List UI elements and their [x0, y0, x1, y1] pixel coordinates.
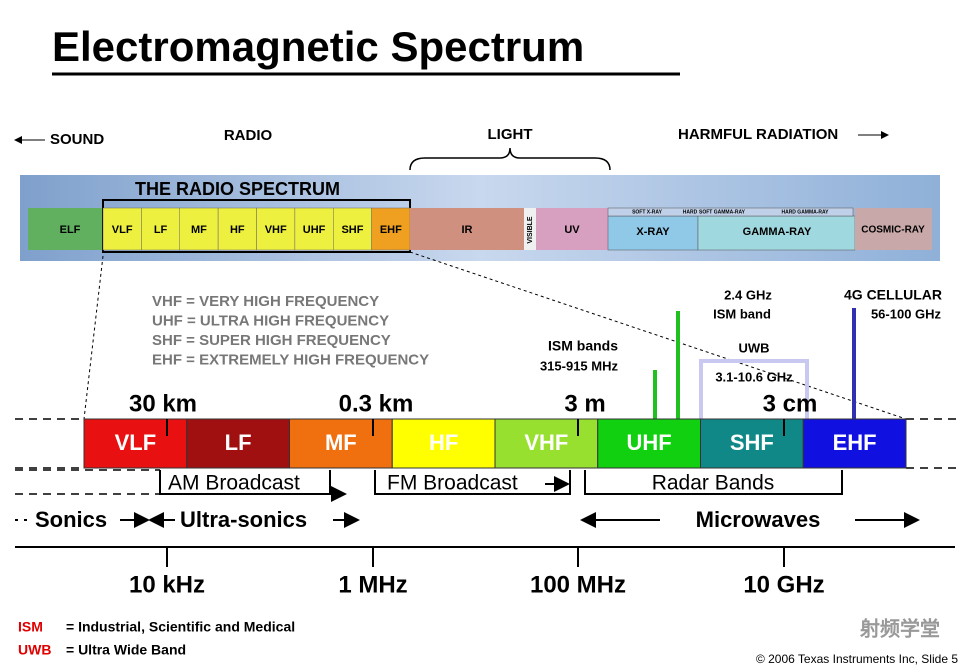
band-cell	[410, 208, 524, 250]
bracket	[584, 470, 843, 495]
annotation: UWB	[738, 340, 769, 355]
band-label: UHF	[303, 224, 326, 236]
service-label: FM Broadcast	[387, 472, 518, 495]
frequency-label: 100 MHz	[530, 571, 626, 598]
service-label: Radar Bands	[652, 472, 775, 495]
band-label: VHF	[524, 430, 568, 455]
zoom-line	[83, 255, 104, 420]
service-label: AM Broadcast	[168, 472, 300, 495]
band	[494, 418, 599, 469]
band	[289, 418, 393, 469]
top-label: HARMFUL RADIATION	[678, 126, 838, 143]
band-label: UHF	[627, 430, 672, 455]
band-label: ELF	[60, 224, 81, 236]
band-cell	[524, 208, 536, 250]
wavelength-label: 3 m	[564, 390, 605, 417]
range-label: Ultra-sonics	[180, 507, 307, 532]
abbreviation: VHF = VERY HIGH FREQUENCY	[152, 293, 379, 310]
annotation: 2.4 GHz	[724, 287, 772, 302]
radio-cell	[333, 207, 372, 251]
band-label: SHF	[341, 224, 363, 236]
band-label: COSMIC-RAY	[861, 225, 925, 236]
annotation: 3.1-10.6 GHz	[715, 369, 793, 384]
top-label: RADIO	[224, 127, 273, 144]
band	[597, 418, 701, 469]
frequency-label: 1 MHz	[338, 571, 407, 598]
footnote-text: = Ultra Wide Band	[66, 642, 186, 658]
zoom-line	[409, 251, 907, 420]
wavelength-label: 30 km	[129, 390, 197, 417]
annotation: 56-100 GHz	[871, 306, 942, 321]
band-cell	[855, 208, 932, 250]
top-label: LIGHT	[488, 126, 533, 143]
radio-cell	[371, 207, 411, 251]
band-label: HF	[230, 224, 245, 236]
band	[83, 418, 188, 469]
band-label: LF	[225, 430, 252, 455]
band-label: VLF	[115, 430, 157, 455]
band-label: VLF	[112, 224, 133, 236]
annotation: ISM bands	[548, 338, 618, 354]
band-label: GAMMA-RAY	[743, 226, 812, 238]
abbreviation: EHF = EXTREMELY HIGH FREQUENCY	[152, 351, 429, 368]
band	[700, 418, 804, 469]
sub-bar	[607, 207, 854, 217]
band-cell	[697, 215, 856, 251]
band-label: IR	[462, 224, 473, 236]
band-label: EHF	[833, 430, 877, 455]
top-label: SOUND	[50, 131, 104, 148]
radio-cell	[217, 207, 257, 251]
range-label: Microwaves	[696, 507, 821, 532]
band-label: LF	[154, 224, 168, 236]
radio-cell	[179, 207, 219, 251]
radio-cell	[256, 207, 296, 251]
band-label: VHF	[265, 224, 287, 236]
band	[391, 418, 496, 469]
footnote-text: = Industrial, Scientific and Medical	[66, 619, 295, 635]
band-label: X-RAY	[636, 226, 670, 238]
wavelength-label: 3 cm	[763, 390, 818, 417]
sub-label: SOFT X-RAY	[632, 209, 662, 215]
footnote-abbr: UWB	[18, 642, 51, 658]
band-cell	[28, 208, 103, 250]
sub-label: HARD GAMMA-RAY	[781, 209, 829, 215]
radio-cell	[294, 207, 334, 251]
footnote-abbr: ISM	[18, 619, 43, 635]
band	[186, 418, 290, 469]
wavelength-label: 0.3 km	[339, 390, 414, 417]
band-label: MF	[191, 224, 207, 236]
band-cell	[536, 208, 608, 250]
bracket	[374, 470, 571, 495]
copyright: © 2006 Texas Instruments Inc, Slide 5	[756, 652, 958, 666]
watermark: 射频学堂	[859, 616, 940, 640]
title: Electromagnetic Spectrum	[52, 23, 584, 70]
frequency-label: 10 GHz	[743, 571, 824, 598]
band-label: EHF	[380, 224, 402, 236]
abbreviation: UHF = ULTRA HIGH FREQUENCY	[152, 312, 389, 329]
band-label: UV	[564, 224, 580, 236]
bracket	[159, 470, 347, 502]
sub-label: HARD	[683, 209, 698, 215]
band-label: MF	[325, 430, 357, 455]
band-label: SHF	[730, 430, 774, 455]
annotation: ISM band	[713, 306, 771, 321]
annotation: 315-915 MHz	[540, 358, 619, 373]
band-label: VISIBLE	[527, 216, 534, 244]
band	[802, 418, 907, 469]
spectrum-title: THE RADIO SPECTRUM	[135, 179, 340, 199]
sub-label: SOFT GAMMA-RAY	[699, 209, 746, 215]
frequency-label: 10 kHz	[129, 571, 205, 598]
abbreviation: SHF = SUPER HIGH FREQUENCY	[152, 332, 391, 349]
brace	[409, 147, 611, 171]
annotation: 4G CELLULAR	[844, 287, 942, 303]
band-label: HF	[429, 430, 458, 455]
range-label: Sonics	[35, 507, 107, 532]
